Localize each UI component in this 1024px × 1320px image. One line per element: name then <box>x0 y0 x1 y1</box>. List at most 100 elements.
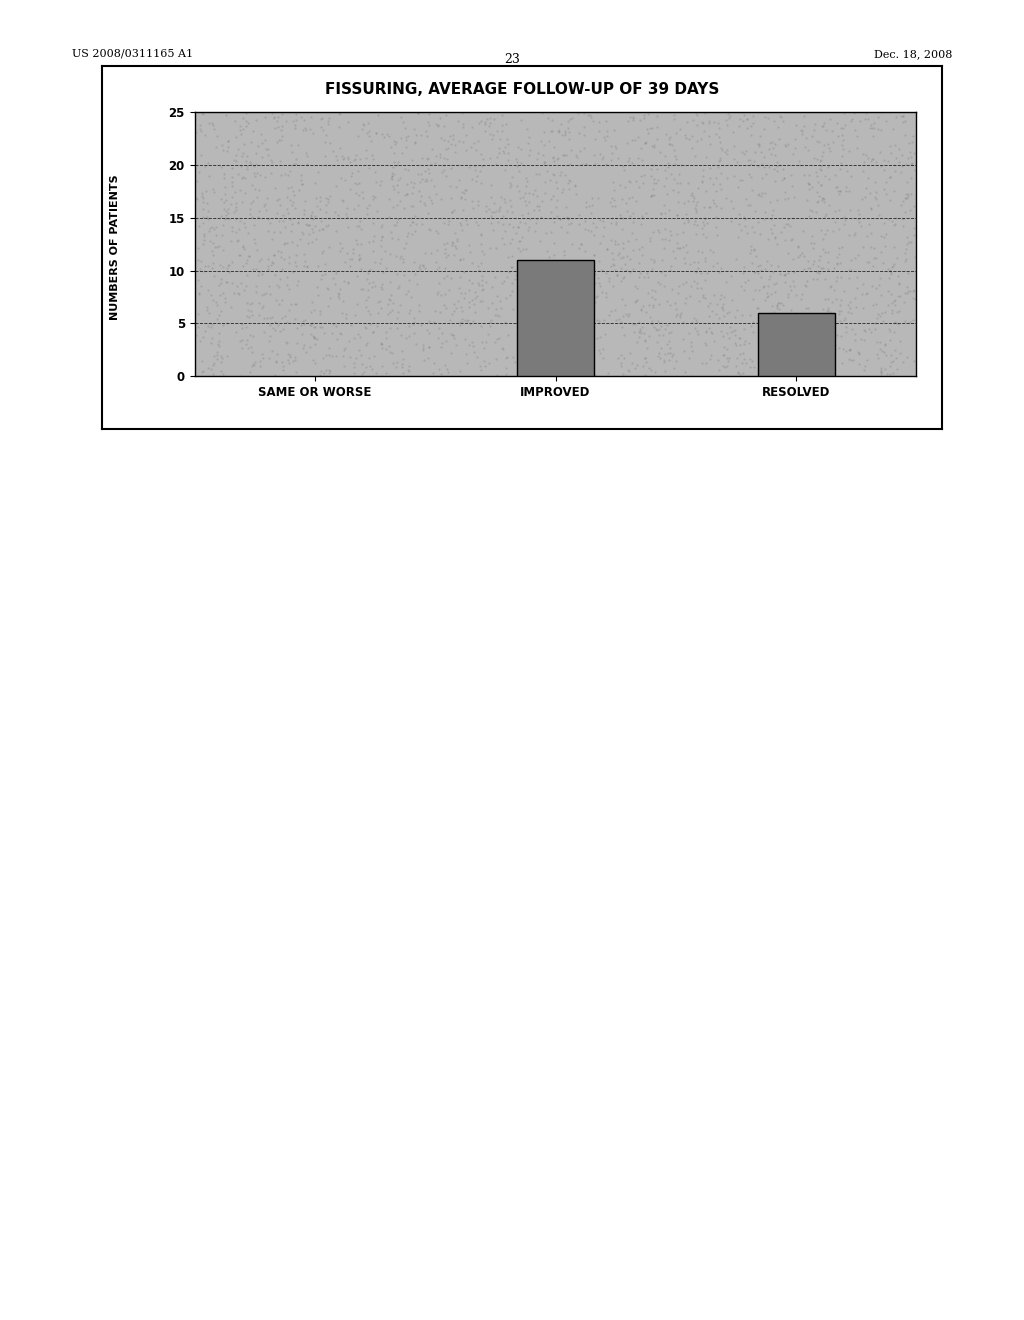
Point <box>328 260 344 281</box>
Point <box>658 334 675 355</box>
Point <box>652 261 669 282</box>
Point <box>596 216 612 238</box>
Point <box>566 306 583 327</box>
Point <box>324 322 340 343</box>
Point <box>558 144 574 165</box>
Point <box>820 194 837 215</box>
Point <box>452 312 468 333</box>
Point <box>644 183 660 205</box>
Point <box>555 207 571 228</box>
Point <box>890 285 906 306</box>
Point <box>546 211 562 232</box>
Point <box>781 351 798 372</box>
Point <box>273 125 290 147</box>
Point <box>735 363 752 384</box>
Point <box>332 232 348 253</box>
Point <box>904 310 921 331</box>
Point <box>549 177 565 198</box>
Point <box>432 301 449 322</box>
Point <box>754 356 770 378</box>
Point <box>255 282 271 304</box>
Point <box>376 261 392 282</box>
Point <box>524 183 541 205</box>
Point <box>261 314 278 335</box>
Point <box>639 123 655 144</box>
Point <box>248 276 264 297</box>
Point <box>869 347 886 368</box>
Point <box>577 267 593 288</box>
Point <box>357 139 374 160</box>
Point <box>311 304 328 325</box>
Point <box>528 213 545 234</box>
Point <box>417 194 433 215</box>
Point <box>429 259 445 280</box>
Point <box>660 199 677 220</box>
Point <box>276 306 293 327</box>
Point <box>387 215 403 236</box>
Point <box>351 339 368 360</box>
Point <box>416 193 432 214</box>
Point <box>220 136 237 157</box>
Point <box>555 240 571 261</box>
Point <box>646 289 663 310</box>
Point <box>862 183 879 205</box>
Point <box>456 288 472 309</box>
Point <box>268 343 285 364</box>
Point <box>534 296 550 317</box>
Point <box>664 345 680 366</box>
Point <box>564 234 581 255</box>
Point <box>694 285 711 306</box>
Point <box>416 348 432 370</box>
Point <box>552 216 568 238</box>
Point <box>187 187 204 209</box>
Point <box>815 115 831 136</box>
Point <box>719 168 735 189</box>
Point <box>317 187 334 209</box>
Point <box>507 260 523 281</box>
Point <box>288 104 304 125</box>
Point <box>502 190 518 211</box>
Point <box>332 137 348 158</box>
Point <box>903 132 920 153</box>
Point <box>528 148 545 169</box>
Point <box>683 331 699 352</box>
Point <box>819 251 836 272</box>
Point <box>685 110 701 131</box>
Point <box>496 234 512 255</box>
Point <box>415 168 431 189</box>
Point <box>330 205 346 226</box>
Point <box>274 351 291 372</box>
Point <box>207 236 223 257</box>
Point <box>855 161 871 182</box>
Point <box>826 279 843 300</box>
Point <box>629 277 645 298</box>
Point <box>754 153 770 174</box>
Point <box>393 128 410 149</box>
Point <box>299 153 315 174</box>
Point <box>872 226 889 247</box>
Point <box>603 143 620 164</box>
Point <box>591 120 607 141</box>
Point <box>794 304 810 325</box>
Point <box>626 211 642 232</box>
Point <box>755 310 771 331</box>
Point <box>421 115 437 136</box>
Point <box>521 145 538 166</box>
Point <box>697 334 714 355</box>
Point <box>782 215 799 236</box>
Point <box>276 164 293 185</box>
Point <box>373 216 389 238</box>
Point <box>809 181 825 202</box>
Point <box>223 216 240 238</box>
Point <box>332 279 348 300</box>
Point <box>456 182 472 203</box>
Point <box>461 297 477 318</box>
Point <box>766 158 782 180</box>
Point <box>660 322 677 343</box>
Point <box>656 350 673 371</box>
Point <box>706 190 722 211</box>
Point <box>893 162 909 183</box>
Point <box>713 132 729 153</box>
Point <box>884 257 900 279</box>
Point <box>244 293 260 314</box>
